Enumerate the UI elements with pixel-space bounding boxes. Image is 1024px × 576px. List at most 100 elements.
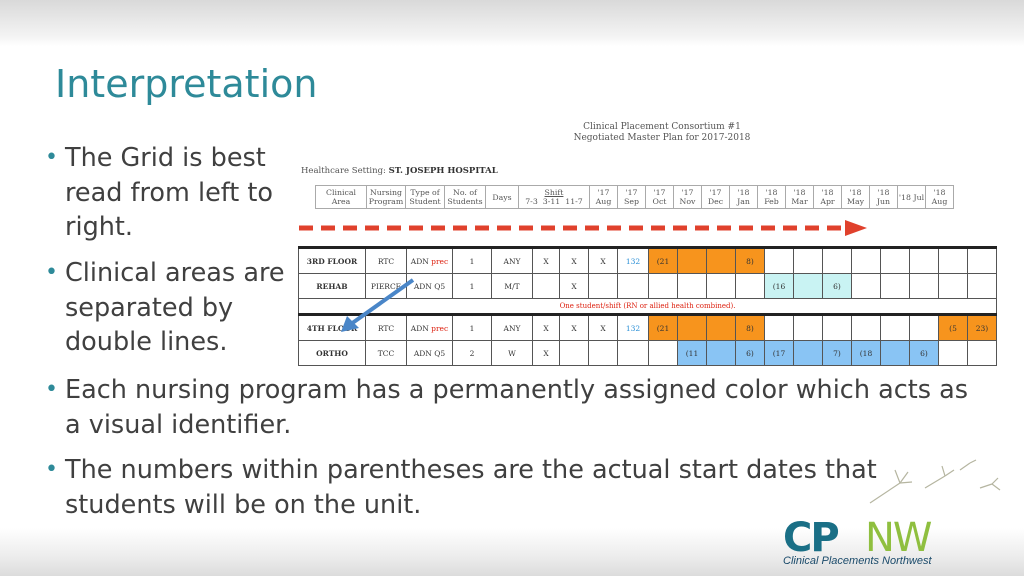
shift-7-3: 7-3 bbox=[525, 197, 538, 206]
column-header-row: Clinical Area Nursing Program Type of St… bbox=[315, 185, 954, 209]
col-header: Nursing Program bbox=[366, 185, 406, 209]
month-cell bbox=[967, 246, 997, 274]
month-cell bbox=[648, 273, 678, 299]
col-header: '18 Mar bbox=[785, 185, 814, 209]
type-text: ADN bbox=[410, 256, 429, 266]
col-header: '17 Oct bbox=[645, 185, 674, 209]
shift-11-7: 11-7 bbox=[565, 197, 583, 206]
month-cell: (21 bbox=[648, 313, 678, 341]
program-cell: TCC bbox=[365, 340, 407, 366]
bullet-dot-icon: • bbox=[45, 457, 58, 482]
month-cell bbox=[909, 273, 939, 299]
top-gradient-band bbox=[0, 0, 1024, 46]
type-cell: ADN prec bbox=[406, 313, 453, 341]
logo-cp: CP bbox=[783, 515, 840, 561]
month-cell bbox=[706, 340, 736, 366]
col-header: No. of Students bbox=[444, 185, 486, 209]
month-cell bbox=[967, 273, 997, 299]
bottom-gradient-band bbox=[0, 528, 1024, 576]
month-cell: 6) bbox=[909, 340, 939, 366]
double-line-pointer-arrow-icon bbox=[341, 278, 415, 332]
month-cell: (16 bbox=[764, 273, 794, 299]
month-cell: 132 bbox=[617, 313, 649, 341]
dandelion-seeds-icon bbox=[869, 459, 1001, 504]
shift-cell: X bbox=[532, 313, 560, 341]
month-cell bbox=[793, 340, 823, 366]
bullet-text: Clinical areas are separated by double l… bbox=[65, 258, 285, 357]
shift-3-11: 3-11 bbox=[542, 197, 561, 206]
month-cell bbox=[793, 246, 823, 274]
shift-cell: X bbox=[532, 246, 560, 274]
month-cell: 8) bbox=[735, 313, 765, 341]
col-header: '17 Nov bbox=[673, 185, 702, 209]
shift-cell bbox=[559, 340, 589, 366]
table-row: ORTHO TCC ADN Q5 2 W X (11 6) (17 7) (18… bbox=[298, 340, 997, 366]
clinical-area-cell: 3RD FLOOR bbox=[298, 246, 366, 274]
program-cell: RTC bbox=[365, 246, 407, 274]
type-suffix: prec bbox=[431, 323, 449, 333]
shift-cell: X bbox=[588, 246, 618, 274]
col-header: '18 Apr bbox=[813, 185, 842, 209]
col-header: '17 Dec bbox=[701, 185, 730, 209]
count-cell: 1 bbox=[452, 313, 492, 341]
month-cell: 6) bbox=[735, 340, 765, 366]
month-cell: (18 bbox=[851, 340, 881, 366]
month-cell bbox=[706, 313, 736, 341]
bullet-dot-icon: • bbox=[45, 377, 58, 402]
logo-nw: NW bbox=[865, 515, 932, 561]
month-cell bbox=[851, 313, 881, 341]
month-cell bbox=[617, 340, 649, 366]
shift-cell bbox=[588, 340, 618, 366]
clinical-area-cell: REHAB bbox=[298, 273, 366, 299]
type-cell: ADN Q5 bbox=[406, 340, 453, 366]
days-cell: M/T bbox=[491, 273, 533, 299]
days-cell: W bbox=[491, 340, 533, 366]
col-header: '18 Jul bbox=[897, 185, 926, 209]
bullet-grid-reading: • The Grid is best read from left to rig… bbox=[45, 141, 290, 245]
shift-label: Shift bbox=[544, 188, 564, 197]
month-cell bbox=[822, 313, 852, 341]
sheet-header: Clinical Placement Consortium #1 Negotia… bbox=[537, 122, 787, 144]
bullet-clinical-areas: • Clinical areas are separated by double… bbox=[45, 256, 290, 360]
month-cell bbox=[735, 273, 765, 299]
month-cell bbox=[822, 246, 852, 274]
col-header: '18 Feb bbox=[757, 185, 786, 209]
col-header: '18 Jan bbox=[729, 185, 758, 209]
month-cell bbox=[938, 273, 968, 299]
month-cell: (11 bbox=[677, 340, 707, 366]
month-cell bbox=[880, 273, 910, 299]
month-cell: (21 bbox=[648, 246, 678, 274]
count-cell: 1 bbox=[452, 273, 492, 299]
sheet-header-line1: Clinical Placement Consortium #1 bbox=[583, 122, 741, 132]
bullet-dot-icon: • bbox=[45, 260, 58, 285]
month-cell: (5 bbox=[938, 313, 968, 341]
shift-subcols: 7-3 3-11 11-7 bbox=[519, 197, 589, 206]
month-cell bbox=[967, 340, 997, 366]
setting-value: ST. JOSEPH HOSPITAL bbox=[388, 166, 498, 176]
type-cell: ADN prec bbox=[406, 246, 453, 274]
month-cell bbox=[617, 273, 649, 299]
setting-label: Healthcare Setting: bbox=[301, 166, 386, 176]
type-cell: ADN Q5 bbox=[406, 273, 453, 299]
month-cell bbox=[880, 313, 910, 341]
month-cell: (17 bbox=[764, 340, 794, 366]
sheet-header-line2: Negotiated Master Plan for 2017-2018 bbox=[573, 133, 751, 143]
col-header: Type of Student bbox=[405, 185, 445, 209]
placement-grid: 3RD FLOOR RTC ADN prec 1 ANY X X X 132 (… bbox=[298, 246, 997, 366]
logo-tagline: Clinical Placements Northwest bbox=[783, 555, 932, 567]
master-plan-sheet-image: Clinical Placement Consortium #1 Negotia… bbox=[297, 118, 1003, 366]
bullet-text: The Grid is best read from left to right… bbox=[65, 143, 273, 242]
month-cell: 7) bbox=[822, 340, 852, 366]
left-to-right-arrow-icon bbox=[299, 220, 867, 236]
month-cell bbox=[938, 246, 968, 274]
col-header: Clinical Area bbox=[315, 185, 367, 209]
month-cell: 23) bbox=[967, 313, 997, 341]
col-header: '17 Aug bbox=[589, 185, 618, 209]
month-cell bbox=[764, 246, 794, 274]
month-cell bbox=[677, 273, 707, 299]
healthcare-setting: Healthcare Setting: ST. JOSEPH HOSPITAL bbox=[301, 166, 498, 176]
month-cell bbox=[909, 313, 939, 341]
shift-cell: X bbox=[532, 340, 560, 366]
bullet-start-dates: • The numbers within parentheses are the… bbox=[45, 453, 945, 522]
days-cell: ANY bbox=[491, 246, 533, 274]
